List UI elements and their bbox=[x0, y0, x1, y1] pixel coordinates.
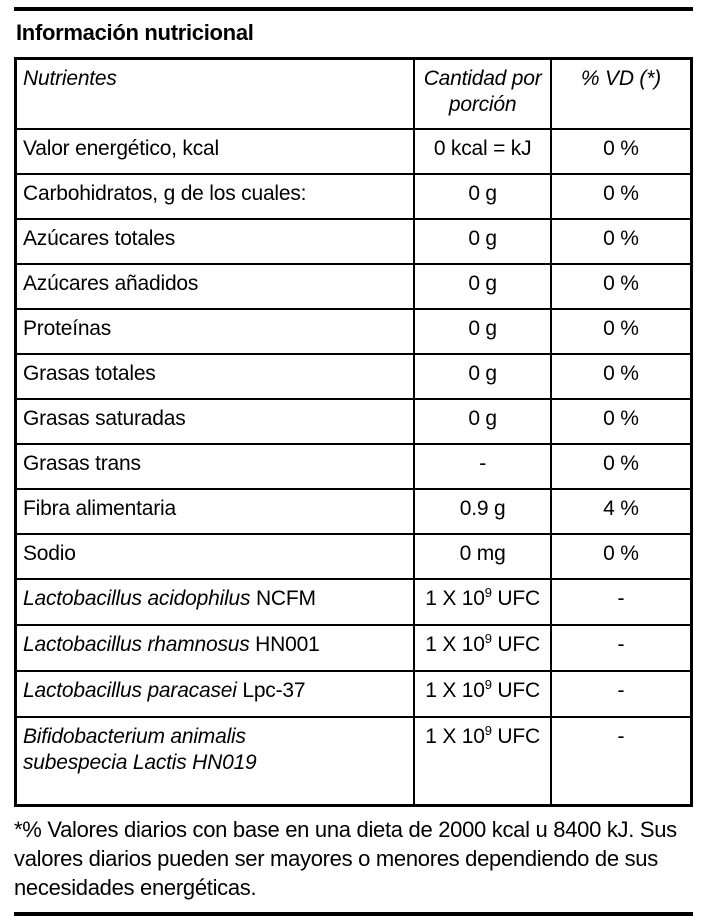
top-rule bbox=[14, 7, 693, 11]
table-row: Lactobacillus paracasei Lpc-37 1 X 109 UF… bbox=[14, 670, 693, 718]
vd-cell: 0 % bbox=[549, 398, 693, 445]
table-row: Bifidobacterium animalis subespecia Lacti… bbox=[14, 716, 693, 807]
table-body: Valor energético, kcal 0 kcal = kJ 0 % Carb… bbox=[14, 128, 693, 807]
amount-cell: 1 X 109 UFC bbox=[413, 670, 552, 718]
label-title: Información nutricional bbox=[16, 20, 254, 45]
column-header-amount-per-serving: Cantidad por porción bbox=[413, 57, 552, 130]
vd-cell: - bbox=[549, 716, 693, 807]
nutrition-label: Información nutricional Nutrientes Canti… bbox=[0, 7, 707, 916]
table-row: Grasas trans -0 % bbox=[14, 443, 693, 490]
vd-cell: 0 % bbox=[549, 353, 693, 400]
amount-cell: 0 kcal = kJ bbox=[413, 128, 552, 175]
vd-cell: 0 % bbox=[549, 173, 693, 220]
amount-cell: 0 g bbox=[413, 308, 552, 355]
amount-cell: 0 g bbox=[413, 218, 552, 265]
vd-cell: 0 % bbox=[549, 218, 693, 265]
vd-cell: 0 % bbox=[549, 533, 693, 580]
nutrient-cell: Valor energético, kcal bbox=[14, 128, 416, 175]
nutrient-cell: Grasas totales bbox=[14, 353, 416, 400]
amount-cell: 0 g bbox=[413, 398, 552, 445]
amount-cell: 0 mg bbox=[413, 533, 552, 580]
nutrient-cell: Sodio bbox=[14, 533, 416, 580]
nutrition-table: Nutrientes Cantidad por porción % VD (*)… bbox=[14, 57, 693, 807]
nutrient-cell: Azúcares añadidos bbox=[14, 263, 416, 310]
amount-cell: 1 X 109 UFC bbox=[413, 578, 552, 626]
vd-cell: - bbox=[549, 624, 693, 672]
nutrient-cell: Lactobacillus acidophilus NCFM bbox=[14, 578, 416, 626]
vd-cell: 0 % bbox=[549, 263, 693, 310]
amount-cell: - bbox=[413, 443, 552, 490]
column-header-nutrients: Nutrientes bbox=[14, 57, 416, 130]
header-row: Nutrientes Cantidad por porción % VD (*) bbox=[14, 57, 693, 130]
table-row: Lactobacillus acidophilus NCFM 1 X 109 UF… bbox=[14, 578, 693, 626]
nutrient-cell: Carbohidratos, g de los cuales: bbox=[14, 173, 416, 220]
vd-cell: - bbox=[549, 578, 693, 626]
nutrient-cell: Proteínas bbox=[14, 308, 416, 355]
vd-cell: 0 % bbox=[549, 128, 693, 175]
amount-cell: 1 X 109 UFC bbox=[413, 624, 552, 672]
vd-cell: 0 % bbox=[549, 308, 693, 355]
nutrient-cell: Azúcares totales bbox=[14, 218, 416, 265]
daily-values-footnote: *% Valores diarios con base en una dieta… bbox=[14, 817, 677, 900]
nutrient-cell: Grasas trans bbox=[14, 443, 416, 490]
table-row: Lactobacillus rhamnosus HN001 1 X 109 UFC… bbox=[14, 624, 693, 672]
amount-cell: 1 X 109 UFC bbox=[413, 716, 552, 807]
vd-cell: 0 % bbox=[549, 443, 693, 490]
amount-cell: 0.9 g bbox=[413, 488, 552, 535]
nutrient-cell: Lactobacillus rhamnosus HN001 bbox=[14, 624, 416, 672]
vd-cell: 4 % bbox=[549, 488, 693, 535]
bottom-rule bbox=[14, 912, 693, 916]
amount-cell: 0 g bbox=[413, 263, 552, 310]
amount-cell: 0 g bbox=[413, 353, 552, 400]
table-row: Sodio 0 mg 0 % bbox=[14, 533, 693, 580]
vd-cell: - bbox=[549, 670, 693, 718]
nutrient-cell: Fibra alimentaria bbox=[14, 488, 416, 535]
column-header-percent-daily-value: % VD (*) bbox=[549, 57, 693, 130]
table-row: Valor energético, kcal 0 kcal = kJ 0 % bbox=[14, 128, 693, 175]
nutrient-cell: Lactobacillus paracasei Lpc-37 bbox=[14, 670, 416, 718]
nutrient-cell: Bifidobacterium animalis subespecia Lacti… bbox=[14, 716, 416, 807]
nutrient-cell: Grasas saturadas bbox=[14, 398, 416, 445]
amount-cell: 0 g bbox=[413, 173, 552, 220]
